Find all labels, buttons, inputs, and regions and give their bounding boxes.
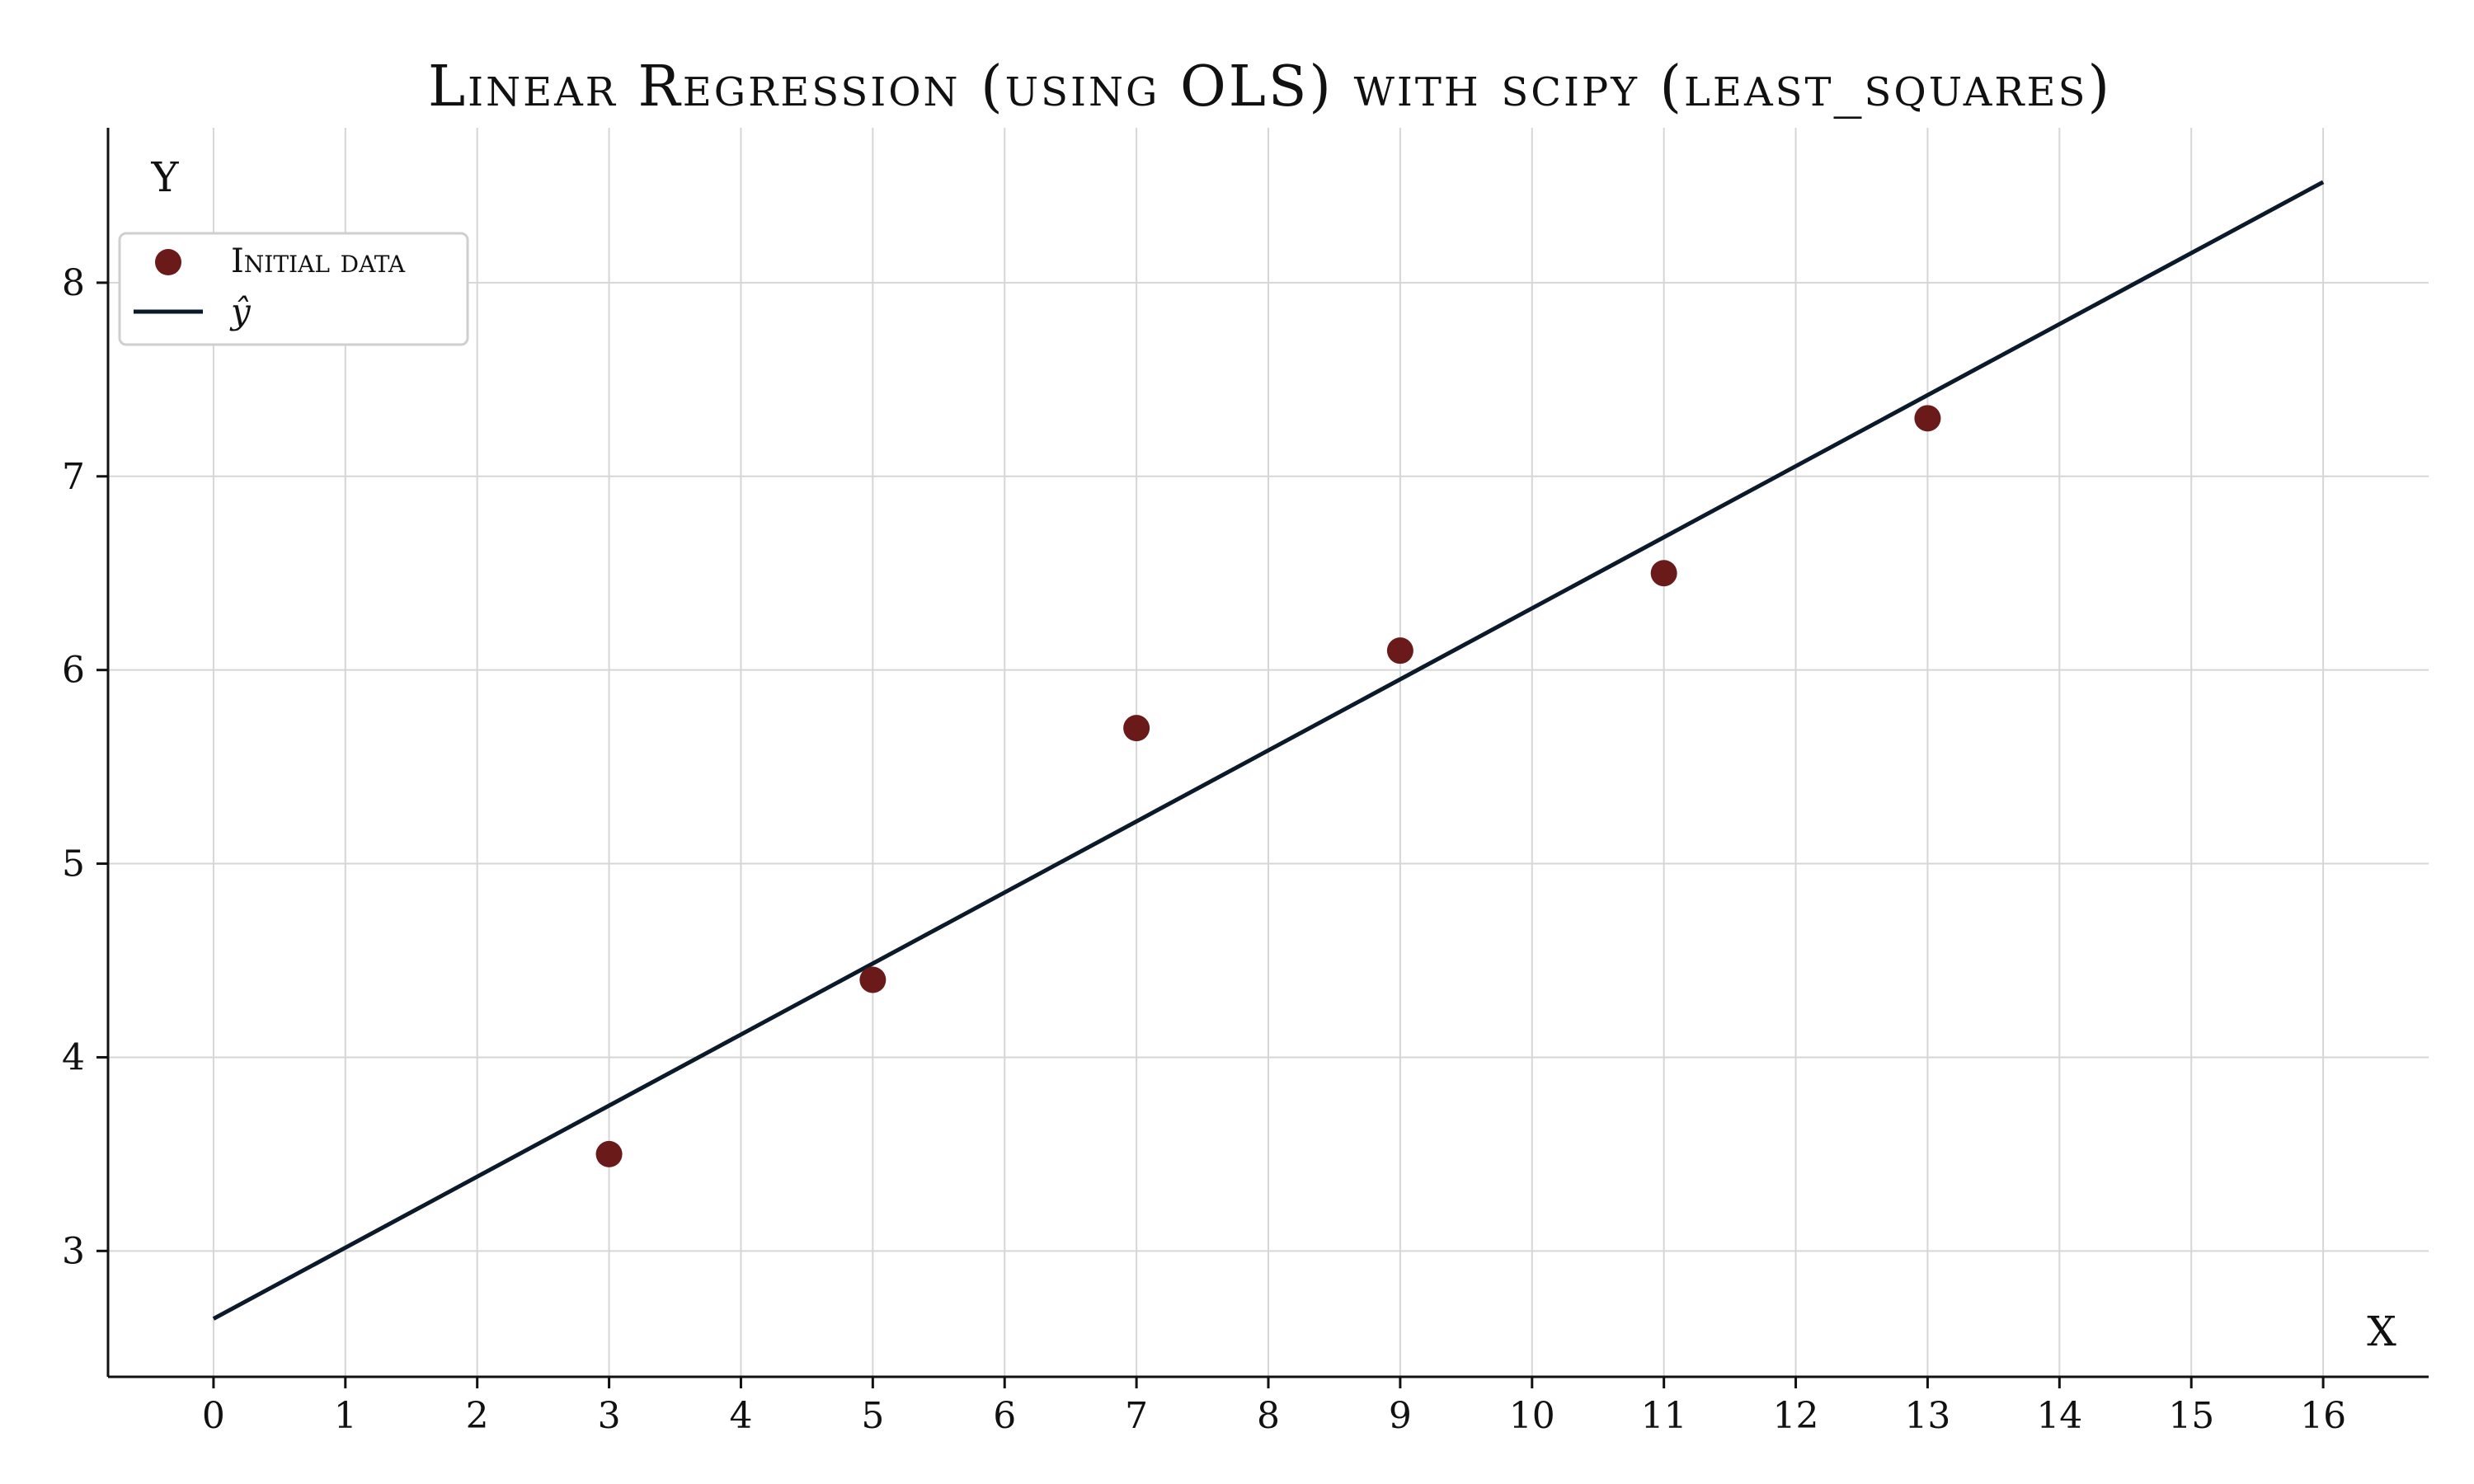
x-tick-label: 12 [1773,1395,1819,1437]
x-tick-label: 6 [993,1395,1016,1437]
x-tick-label: 9 [1389,1395,1412,1437]
data-point [859,966,887,993]
x-tick-label: 10 [1509,1395,1555,1437]
x-tick-label: 0 [202,1395,225,1437]
x-tick-label: 4 [729,1395,752,1437]
x-tick-label: 8 [1257,1395,1280,1437]
x-tick-label: 3 [598,1395,621,1437]
legend-scatter-marker [155,249,181,275]
legend: Initial data ŷ [118,232,469,346]
x-tick-label: 13 [1904,1395,1950,1437]
grid [108,128,2429,1377]
data-point [1914,405,1941,432]
legend-label-yhat: ŷ [229,291,252,331]
y-tick-label: 3 [62,1230,85,1272]
legend-label-initial-data: Initial data [231,242,406,280]
y-tick-label: 7 [62,456,85,498]
x-tick-label: 14 [2036,1395,2082,1437]
data-point [1386,637,1413,665]
x-axis-label: X [2367,1308,2396,1355]
y-axis-label: Y [150,153,179,201]
legend-box [118,232,469,346]
x-tick-label: 15 [2168,1395,2214,1437]
x-tick-label: 11 [1641,1395,1687,1437]
data-point [1650,560,1677,587]
x-tick-label: 5 [861,1395,884,1437]
x-tick-label: 7 [1125,1395,1148,1437]
regression-line [212,180,2325,1321]
x-tick-label: 1 [334,1395,357,1437]
y-tick-label: 5 [62,843,85,885]
chart-title: Linear Regression (using OLS) with scipy… [428,54,2112,120]
y-tick-label: 4 [62,1036,85,1078]
data-point [595,1140,623,1167]
data-point [1123,715,1150,742]
x-tick-label: 2 [466,1395,489,1437]
y-tick-label: 6 [62,650,85,692]
x-tick-label: 16 [2300,1395,2346,1437]
y-tick-label: 8 [62,262,85,304]
plot-area [212,180,2325,1321]
